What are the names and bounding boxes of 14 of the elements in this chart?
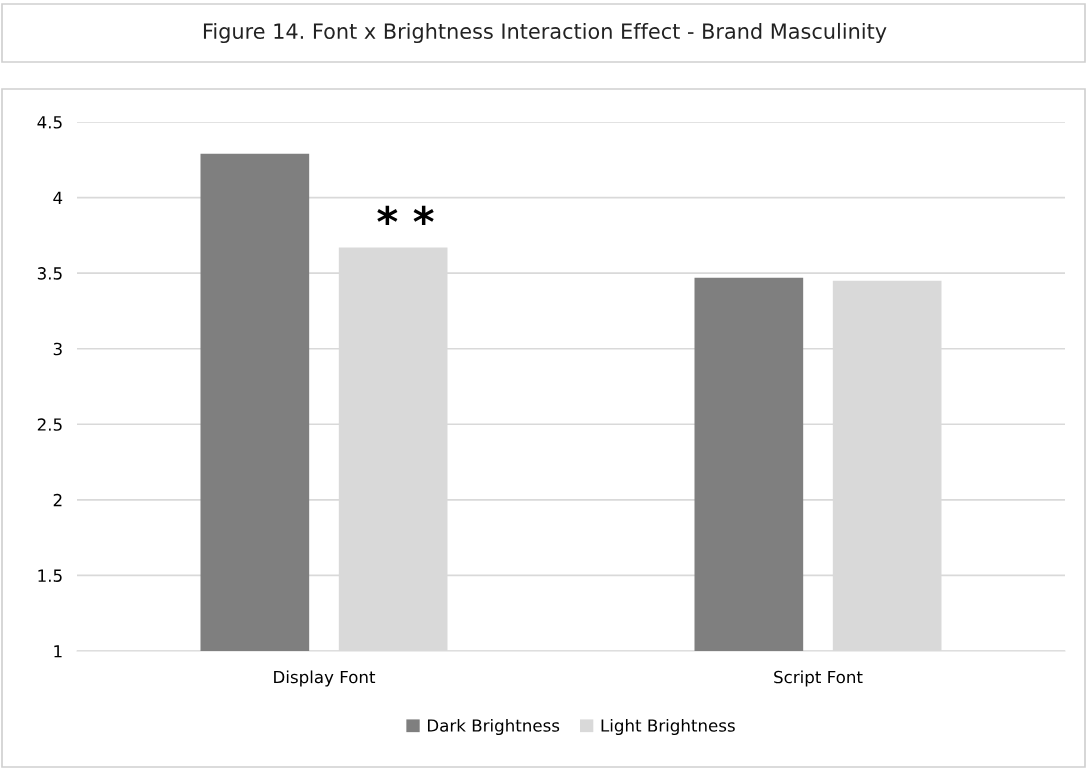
legend-label: Dark Brightness (427, 718, 560, 736)
x-tick-label: Display Font (274, 670, 376, 687)
y-tick-label: 2.5 (37, 418, 62, 431)
annotation: * * (377, 205, 434, 226)
y-tick-label: 3 (53, 342, 62, 356)
y-tick-label: 1 (54, 645, 62, 658)
y-tick-label: 4 (53, 191, 63, 204)
y-tick-label: 4.5 (37, 116, 62, 129)
y-tick-label: 2 (53, 493, 62, 507)
chart-title: Figure 14. Font x Brightness Interaction Effect - Brand Masculinity (203, 22, 887, 44)
y-tick-label: 3.5 (37, 267, 62, 280)
x-tick-label: Script Font (774, 670, 863, 687)
y-tick-label: 1.5 (38, 569, 62, 582)
legend-label: Light Brightness (601, 718, 735, 736)
